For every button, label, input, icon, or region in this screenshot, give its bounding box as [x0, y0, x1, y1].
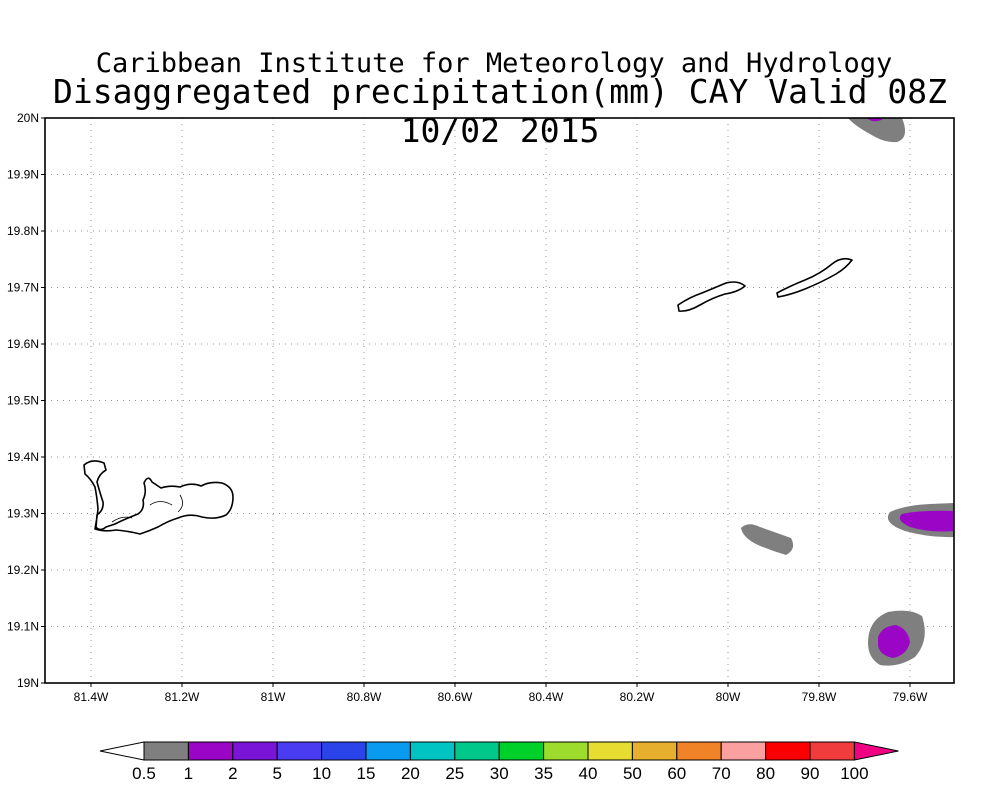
precip-core-east	[899, 510, 954, 532]
lon-tick-label: 80.6W	[438, 690, 473, 704]
colorbar-label: 70	[712, 764, 731, 783]
colorbar-label: 40	[579, 764, 598, 783]
lat-tick-label: 19.1N	[7, 620, 39, 634]
lat-tick-label: 20N	[17, 111, 39, 125]
colorbar-label: 60	[667, 764, 686, 783]
colorbar-swatch	[187, 741, 234, 761]
lat-tick-label: 19.7N	[7, 281, 39, 295]
lon-tick-label: 80.4W	[529, 690, 564, 704]
lat-tick-label: 19.9N	[7, 168, 39, 182]
colorbar-low-arrow	[99, 741, 145, 761]
lat-tick-label: 19.8N	[7, 224, 39, 238]
colorbar-label: 1	[184, 764, 193, 783]
colorbar-swatch	[276, 741, 323, 761]
lat-tick-label: 19N	[17, 676, 39, 690]
lon-labels: 81.4W 81.2W 81W 80.8W 80.6W 80.4W 80.2W 80W 79.8…	[74, 683, 928, 704]
colorbar-swatch	[321, 741, 367, 761]
colorbar-label: 10	[312, 764, 331, 783]
colorbar-swatch	[587, 741, 633, 761]
island-little-cayman	[677, 281, 746, 312]
lat-tick-label: 19.6N	[7, 337, 39, 351]
colorbar-swatch	[409, 741, 456, 761]
colorbar-swatch	[720, 741, 767, 761]
colorbar-swatch	[543, 741, 589, 761]
colorbar-swatch	[498, 741, 545, 761]
lon-tick-label: 80W	[716, 690, 741, 704]
colorbar-label: 5	[272, 764, 281, 783]
colorbar: 0.5 1 2 5 10 15 20 25 30 35 40 50 60 70 80 90 100	[99, 741, 899, 783]
map-frame	[44, 117, 955, 684]
island-inner-boundary	[111, 494, 183, 523]
colorbar-label: 50	[623, 764, 642, 783]
institute-title: Caribbean Institute for Meteorology and …	[95, 48, 893, 79]
precip-area-top-right	[848, 118, 906, 143]
colorbar-label: 0.5	[132, 764, 156, 783]
colorbar-swatch	[631, 741, 678, 761]
gridlines	[45, 118, 954, 683]
lon-tick-label: 81.2W	[165, 690, 200, 704]
colorbar-label: 35	[534, 764, 553, 783]
precip-core-south	[878, 625, 910, 658]
lat-tick-label: 19.5N	[7, 394, 39, 408]
colorbar-label: 80	[756, 764, 775, 783]
precip-area-small	[741, 524, 794, 555]
colorbar-swatch	[143, 741, 189, 761]
colorbar-swatch	[232, 741, 278, 761]
colorbar-swatch	[809, 741, 855, 761]
lon-tick-label: 81W	[261, 690, 286, 704]
colorbar-label: 2	[228, 764, 237, 783]
lon-tick-label: 80.2W	[620, 690, 655, 704]
colorbar-label: 20	[401, 764, 420, 783]
colorbar-swatch	[454, 741, 500, 761]
colorbar-label: 90	[801, 764, 820, 783]
island-cayman-brac	[776, 257, 853, 298]
colorbar-label: 15	[357, 764, 376, 783]
colorbar-label: 25	[445, 764, 464, 783]
product-title: Disaggregated precipitation(mm) CAY Vali…	[52, 72, 948, 150]
lon-tick-label: 79.6W	[893, 690, 928, 704]
islands	[83, 257, 853, 535]
lon-tick-label: 81.4W	[74, 690, 109, 704]
colorbar-swatch	[365, 741, 411, 761]
colorbar-swatch	[676, 741, 722, 761]
colorbar-label: 100	[840, 764, 868, 783]
lon-tick-label: 80.8W	[347, 690, 382, 704]
colorbar-label: 30	[490, 764, 509, 783]
lat-tick-label: 19.2N	[7, 563, 39, 577]
colorbar-high-arrow	[853, 741, 899, 761]
lat-tick-label: 19.4N	[7, 450, 39, 464]
lat-tick-label: 19.3N	[7, 507, 39, 521]
island-grand-cayman	[83, 460, 234, 535]
lat-labels: 20N 19.9N 19.8N 19.7N 19.6N 19.5N 19.4N 19.3N 19…	[7, 111, 45, 690]
lon-tick-label: 79.8W	[802, 690, 837, 704]
colorbar-swatch	[765, 741, 811, 761]
precip-shading	[741, 118, 954, 666]
